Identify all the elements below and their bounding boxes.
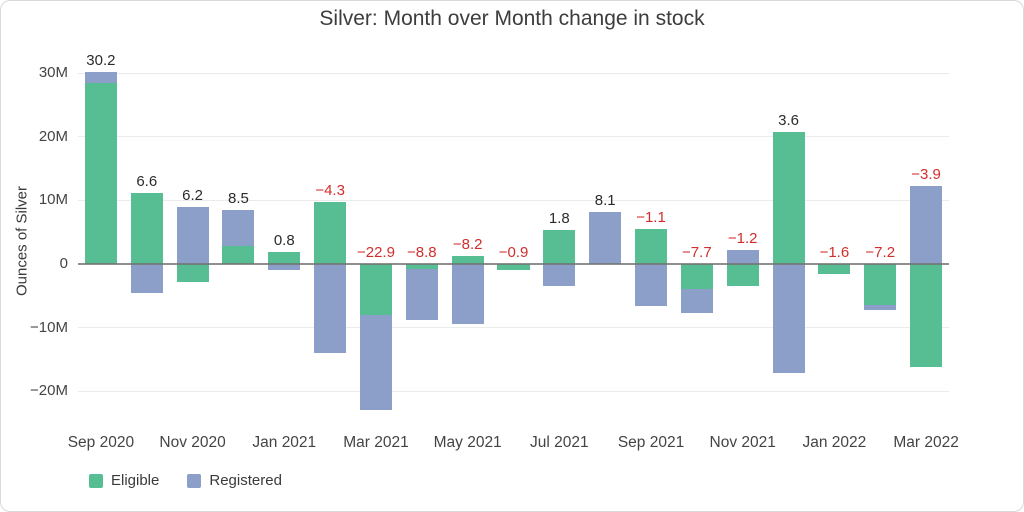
bar-segment-registered[interactable]	[84, 71, 117, 83]
x-tick-label: May 2021	[433, 434, 502, 451]
gridline	[78, 136, 949, 138]
y-tick-label: −20M	[30, 382, 68, 400]
bar-total-label: −0.9	[498, 243, 529, 261]
bar-segment-eligible[interactable]	[910, 263, 943, 367]
bar-total-label: −4.3	[315, 182, 345, 200]
x-tick-label: Mar 2022	[893, 434, 959, 451]
bar-segment-registered[interactable]	[222, 209, 255, 247]
bar-total-label: −1.6	[819, 243, 850, 261]
legend-label-registered: Registered	[209, 472, 282, 489]
bar-total-label: 1.8	[548, 210, 570, 228]
bar-segment-eligible[interactable]	[451, 256, 484, 264]
bar-total-label: −1.2	[727, 229, 758, 247]
bar-total-label: −7.2	[865, 243, 896, 261]
bar-segment-registered[interactable]	[910, 185, 943, 264]
bar-segment-eligible[interactable]	[314, 202, 347, 264]
bar-segment-eligible[interactable]	[176, 263, 209, 282]
bar-total-label: −3.9	[911, 165, 941, 183]
y-tick-label: −10M	[30, 318, 68, 336]
bar-segment-eligible[interactable]	[680, 263, 713, 290]
bar-segment-registered[interactable]	[543, 263, 576, 287]
bar-segment-eligible[interactable]	[130, 193, 163, 264]
x-tick-label: Sep 2020	[67, 434, 135, 451]
bar-total-label: −22.9	[356, 243, 395, 261]
x-tick-label: Nov 2021	[709, 434, 776, 451]
x-tick-label: Jan 2021	[252, 434, 317, 451]
y-tick-label: 20M	[38, 127, 68, 145]
bar-total-label: −7.7	[682, 243, 712, 261]
bar-segment-eligible[interactable]	[864, 263, 897, 305]
bar-total-label: 6.6	[136, 173, 158, 191]
bar-total-label: −8.8	[407, 243, 437, 261]
gridline	[78, 72, 949, 74]
gridline	[78, 327, 949, 329]
bar-segment-registered[interactable]	[176, 206, 209, 264]
legend-item-registered[interactable]: Registered	[187, 472, 282, 489]
legend-label-eligible: Eligible	[111, 472, 160, 489]
bar-segment-registered[interactable]	[726, 249, 759, 264]
legend-swatch-registered	[187, 473, 202, 488]
bar-total-label: 30.2	[86, 51, 116, 69]
bar-segment-registered[interactable]	[680, 289, 713, 313]
gridline	[78, 199, 949, 201]
bar-segment-eligible[interactable]	[405, 263, 438, 269]
x-tick-label: Sep 2021	[617, 434, 685, 451]
legend: Eligible Registered	[89, 472, 282, 489]
zero-line	[78, 262, 949, 265]
bar-segment-registered[interactable]	[451, 263, 484, 324]
bar-segment-eligible[interactable]	[634, 228, 668, 264]
y-tick-label: 10M	[38, 191, 68, 209]
bar-total-label: 8.5	[228, 189, 249, 207]
legend-swatch-eligible	[89, 473, 103, 488]
bar-segment-eligible[interactable]	[268, 252, 301, 264]
bar-segment-eligible[interactable]	[726, 263, 759, 286]
bar-total-label: 8.1	[594, 192, 616, 210]
gridline	[78, 390, 949, 392]
bar-total-label: −8.2	[452, 236, 483, 254]
bar-segment-eligible[interactable]	[818, 263, 851, 275]
bar-segment-registered[interactable]	[314, 263, 347, 353]
bar-segment-registered[interactable]	[359, 315, 392, 410]
legend-item-eligible[interactable]: Eligible	[89, 472, 159, 489]
y-tick-label: 30M	[38, 64, 68, 81]
bar-segment-eligible[interactable]	[497, 263, 530, 270]
bar-segment-registered[interactable]	[864, 304, 897, 310]
bar-segment-eligible[interactable]	[84, 82, 117, 264]
bar-segment-registered[interactable]	[130, 263, 163, 293]
x-tick-label: Mar 2021	[343, 434, 409, 451]
x-tick-label: Jan 2022	[802, 434, 867, 451]
x-tick-label: Nov 2020	[159, 434, 226, 451]
x-tick-label: Jul 2021	[530, 434, 589, 451]
bar-segment-eligible[interactable]	[222, 246, 255, 264]
bar-segment-eligible[interactable]	[772, 132, 805, 264]
bar-segment-eligible[interactable]	[359, 263, 392, 316]
bar-segment-registered[interactable]	[268, 263, 301, 271]
bar-segment-registered[interactable]	[634, 263, 668, 306]
bar-segment-registered[interactable]	[405, 269, 438, 320]
bar-total-label: 0.8	[273, 232, 295, 250]
bar-total-label: 3.6	[778, 112, 799, 130]
bar-total-label: −1.1	[636, 208, 666, 226]
bar-segment-registered[interactable]	[772, 263, 805, 373]
bar-segment-registered[interactable]	[589, 212, 622, 264]
bar-total-label: 6.2	[182, 186, 204, 204]
y-tick-label: 0	[59, 254, 68, 272]
chart-title: Silver: Month over Month change in stock	[319, 7, 705, 30]
bar-segment-eligible[interactable]	[543, 230, 576, 264]
